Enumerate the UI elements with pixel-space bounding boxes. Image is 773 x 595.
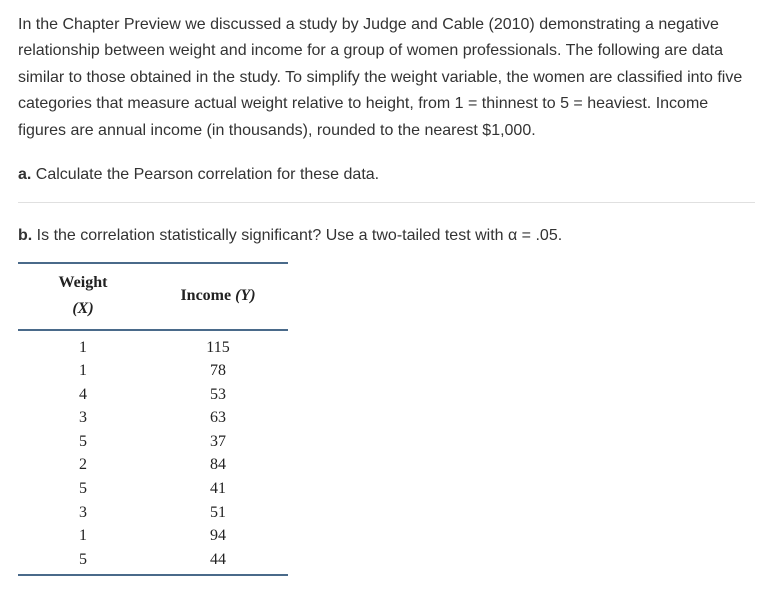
question-b-label: b. <box>18 227 32 244</box>
divider <box>18 202 755 203</box>
cell-income: 37 <box>148 430 288 454</box>
cell-weight: 2 <box>18 453 148 477</box>
cell-weight: 5 <box>18 430 148 454</box>
header-income: Income (Y) <box>148 263 288 330</box>
table-row: 544 <box>18 548 288 576</box>
cell-weight: 4 <box>18 383 148 407</box>
header-income-var: (Y) <box>235 287 255 304</box>
cell-income: 94 <box>148 524 288 548</box>
cell-income: 51 <box>148 501 288 525</box>
header-weight: Weight (X) <box>18 263 148 330</box>
cell-weight: 1 <box>18 359 148 383</box>
cell-income: 63 <box>148 406 288 430</box>
question-a: a. Calculate the Pearson correlation for… <box>18 162 755 188</box>
table-row: 363 <box>18 406 288 430</box>
table-row: 1115 <box>18 330 288 360</box>
header-weight-label: Weight <box>59 274 108 291</box>
cell-income: 53 <box>148 383 288 407</box>
cell-weight: 5 <box>18 548 148 576</box>
cell-weight: 1 <box>18 330 148 360</box>
data-table: Weight (X) Income (Y) 111517845336353728… <box>18 262 288 577</box>
question-b: b. Is the correlation statistically sign… <box>18 223 755 249</box>
table-row: 194 <box>18 524 288 548</box>
table-row: 541 <box>18 477 288 501</box>
table-row: 351 <box>18 501 288 525</box>
table-row: 178 <box>18 359 288 383</box>
cell-income: 44 <box>148 548 288 576</box>
cell-weight: 1 <box>18 524 148 548</box>
table-body: 1115178453363537284541351194544 <box>18 330 288 576</box>
cell-weight: 3 <box>18 501 148 525</box>
cell-income: 78 <box>148 359 288 383</box>
table-row: 537 <box>18 430 288 454</box>
cell-weight: 3 <box>18 406 148 430</box>
question-b-text: Is the correlation statistically signifi… <box>37 227 562 244</box>
cell-income: 115 <box>148 330 288 360</box>
intro-paragraph: In the Chapter Preview we discussed a st… <box>18 12 755 144</box>
cell-weight: 5 <box>18 477 148 501</box>
question-a-label: a. <box>18 166 31 183</box>
header-income-label: Income <box>180 287 235 304</box>
cell-income: 41 <box>148 477 288 501</box>
table-row: 284 <box>18 453 288 477</box>
table-header-row: Weight (X) Income (Y) <box>18 263 288 330</box>
header-weight-var: (X) <box>72 300 93 317</box>
table-row: 453 <box>18 383 288 407</box>
cell-income: 84 <box>148 453 288 477</box>
question-a-text: Calculate the Pearson correlation for th… <box>36 166 379 183</box>
